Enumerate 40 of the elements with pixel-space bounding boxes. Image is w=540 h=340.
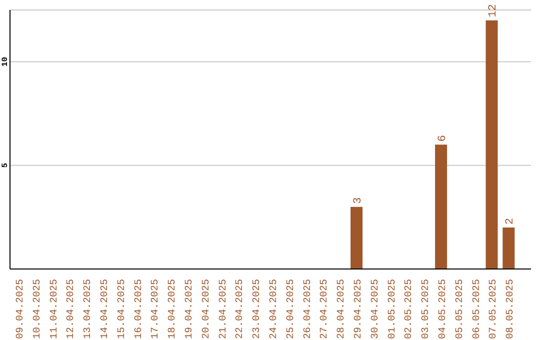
y-tick-label: 5	[1, 162, 10, 168]
x-tick-label: 30.04.2025	[370, 279, 382, 340]
bar	[502, 228, 515, 269]
x-tick-label: 13.04.2025	[83, 279, 94, 340]
x-tick-label: 26.04.2025	[302, 279, 314, 340]
bar	[486, 20, 498, 269]
x-tick-label: 02.05.2025	[404, 279, 416, 340]
data-label: 3	[352, 197, 365, 204]
x-tick-label: 23.04.2025	[252, 279, 264, 340]
x-tick-label: 22.04.2025	[235, 279, 246, 340]
x-tick-label: 10.04.2025	[32, 279, 44, 340]
x-tick-label: 17.04.2025	[150, 279, 162, 340]
x-tick-label: 28.04.2025	[336, 279, 348, 340]
data-label: 2	[504, 218, 517, 225]
y-tick-label: 10	[1, 56, 10, 67]
x-tick-label: 07.05.2025	[488, 279, 500, 340]
x-tick-label: 12.04.2025	[66, 279, 78, 340]
data-label: 12	[488, 4, 500, 18]
x-tick-label: 08.05.2025	[506, 279, 517, 340]
bar	[435, 144, 448, 269]
x-tick-label: 06.05.2025	[472, 279, 483, 340]
x-tick-label: 01.05.2025	[387, 279, 398, 340]
x-tick-label: 05.05.2025	[454, 279, 466, 340]
x-tick-label: 21.04.2025	[218, 279, 230, 340]
x-tick-label: 03.05.2025	[421, 279, 432, 340]
bar	[350, 206, 363, 269]
x-tick-label: 09.04.2025	[15, 279, 26, 340]
x-tick-label: 16.04.2025	[134, 279, 145, 340]
x-tick-label: 20.04.2025	[201, 279, 212, 340]
x-tick-label: 19.04.2025	[184, 279, 196, 340]
x-tick-label: 24.04.2025	[268, 279, 280, 340]
x-tick-label: 11.04.2025	[49, 279, 60, 340]
x-tick-label: 14.04.2025	[100, 279, 111, 340]
x-tick-label: 04.05.2025	[438, 279, 449, 340]
data-label: 6	[437, 135, 450, 142]
x-tick-label: 18.04.2025	[168, 279, 179, 340]
x-tick-label: 27.04.2025	[320, 279, 331, 340]
x-tick-label: 15.04.2025	[116, 279, 128, 340]
x-tick-label: 25.04.2025	[286, 279, 297, 340]
x-tick-label: 29.04.2025	[353, 279, 364, 340]
